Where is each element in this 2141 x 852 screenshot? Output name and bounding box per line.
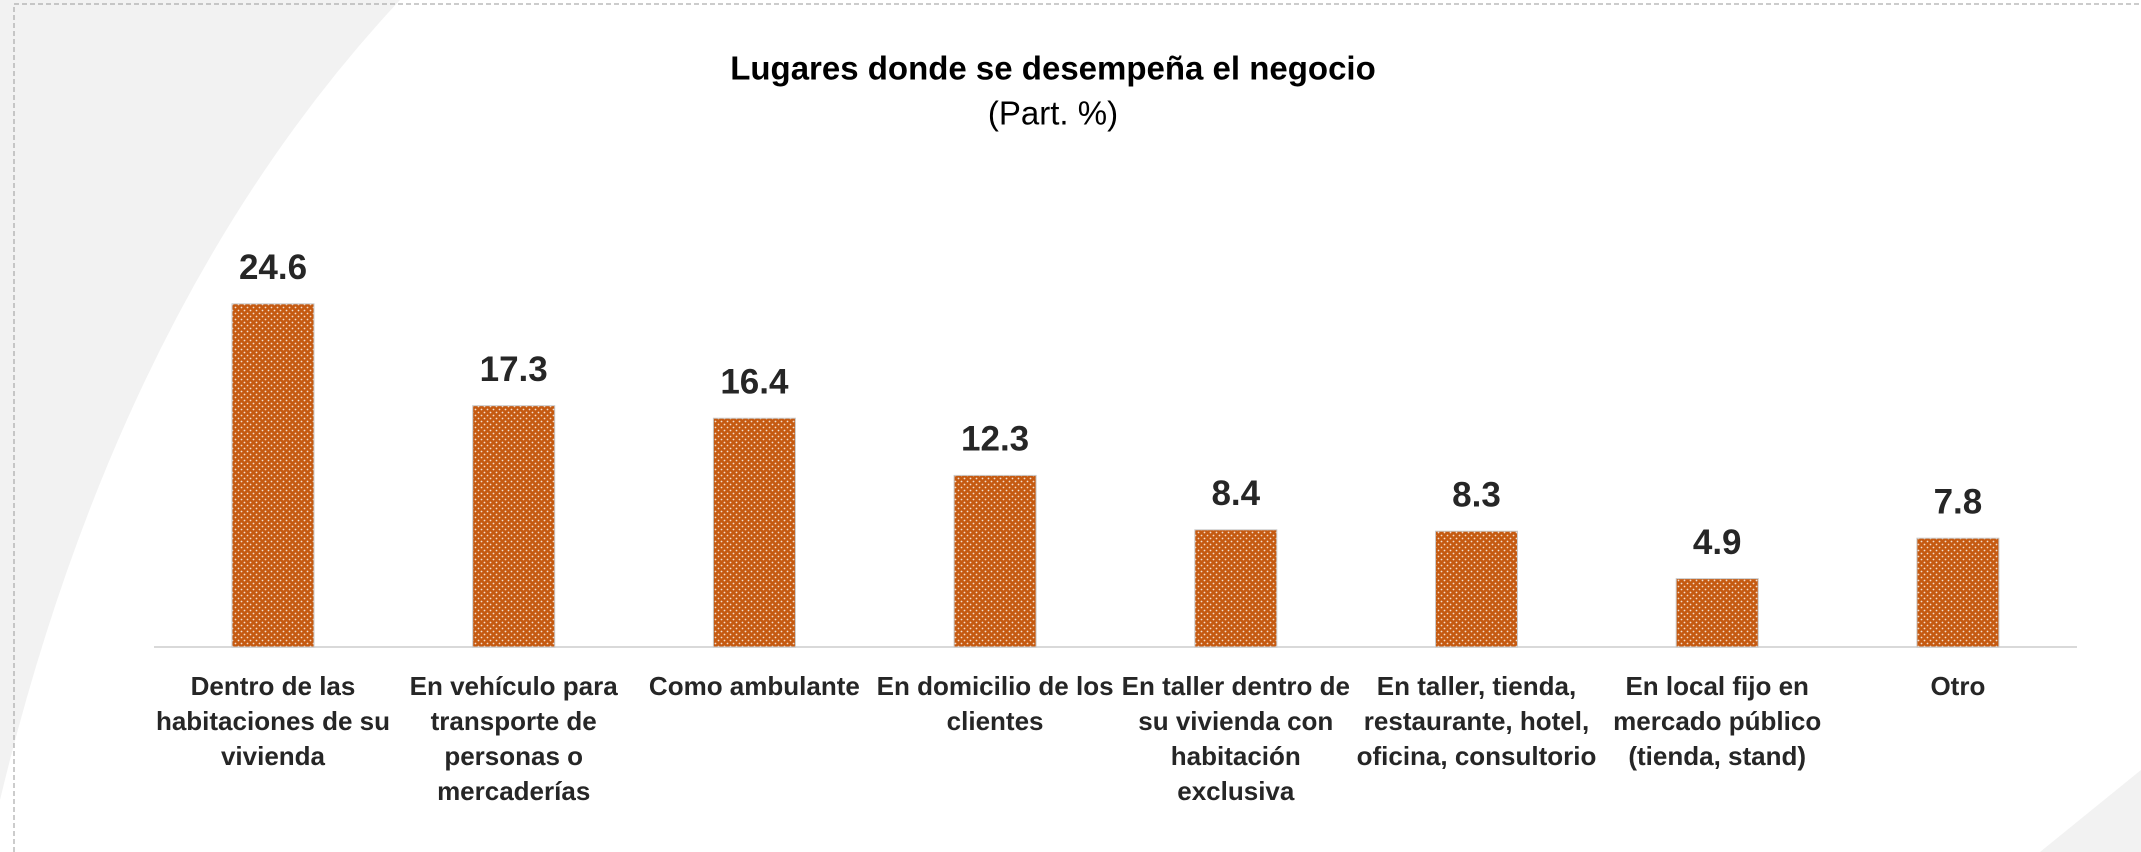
data-label: 4.9 (1693, 523, 1742, 562)
background-shape (0, 0, 400, 800)
chart-subtitle: (Part. %) (988, 95, 1118, 132)
bar (231, 303, 315, 648)
bar (472, 405, 556, 648)
bar (1675, 578, 1759, 648)
bar (712, 417, 796, 648)
x-tick-label: En taller dentro de su vivienda con habi… (1121, 671, 1350, 806)
bar (1435, 530, 1518, 648)
x-tick-label: Otro (1930, 671, 1986, 701)
bar (1916, 537, 2000, 648)
bar (1194, 529, 1278, 648)
border (13, 3, 2141, 852)
bar (953, 474, 1037, 648)
data-label: 8.3 (1452, 475, 1501, 514)
background-shape (2040, 770, 2141, 852)
data-label: 17.3 (480, 350, 548, 389)
data-label: 8.4 (1211, 474, 1260, 513)
x-tick-label: Dentro de las habitaciones de su viviend… (155, 671, 391, 771)
chart-title: Lugares donde se desempeña el negocio (730, 50, 1376, 87)
data-label: 12.3 (961, 420, 1029, 459)
data-label: 7.8 (1934, 482, 1983, 521)
data-label: 16.4 (720, 362, 789, 401)
x-tick-label: En vehículo para transporte de personas … (409, 671, 618, 806)
x-tick-label: En domicilio de los clientes (876, 671, 1114, 736)
data-label: 24.6 (239, 248, 307, 287)
x-tick-label: En local fijo en mercado público (tienda… (1613, 671, 1822, 771)
x-tick-label: Como ambulante (648, 671, 860, 701)
x-tick-label: En taller, tienda, restaurante, hotel, o… (1356, 671, 1597, 771)
